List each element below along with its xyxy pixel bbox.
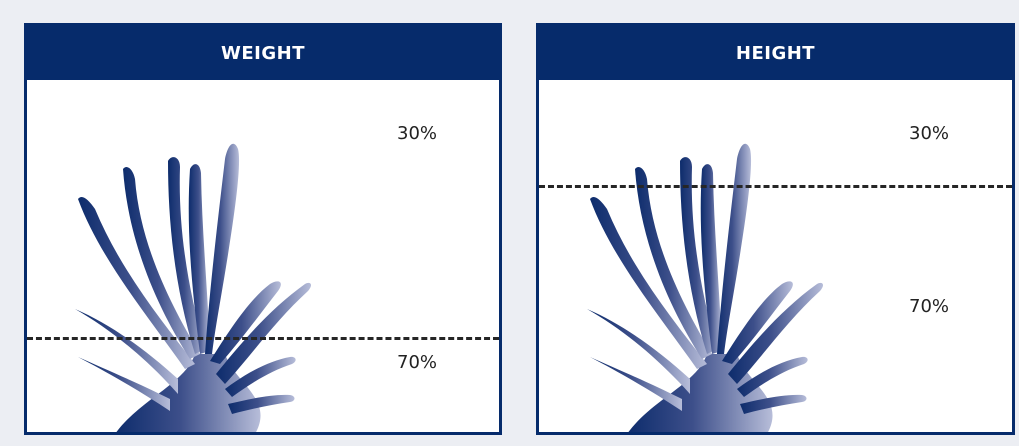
panel-title: WEIGHT [27, 26, 499, 80]
grass-plant-illustration [75, 143, 312, 432]
bottom-percent-label: 70% [397, 352, 438, 373]
weight-panel: WEIGHT 30% 70% [24, 23, 502, 435]
cut-line [27, 337, 499, 340]
top-percent-label: 30% [397, 123, 438, 144]
bottom-percent-label: 70% [909, 296, 950, 317]
grass-plant-illustration [587, 143, 824, 432]
cut-line [539, 185, 1012, 188]
top-percent-label: 30% [909, 123, 950, 144]
panel-title: HEIGHT [539, 26, 1012, 80]
height-panel: HEIGHT 30% 70% [536, 23, 1015, 435]
